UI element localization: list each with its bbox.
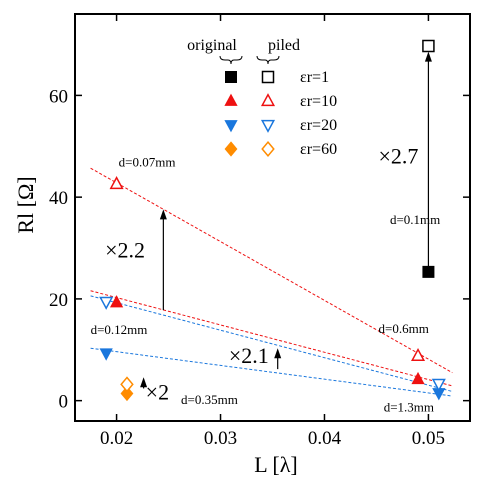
er1-piled-point-1 bbox=[422, 39, 435, 53]
annotation-9: ×2 bbox=[146, 380, 169, 405]
annotation-6: d=0.1mm bbox=[390, 212, 440, 227]
er20-original-point-1 bbox=[99, 348, 113, 361]
y-tick-label-4: 60 bbox=[49, 86, 68, 107]
er20-piled-point-2 bbox=[431, 378, 446, 392]
legend-er20-original-marker bbox=[224, 120, 238, 133]
legend-er60-piled-marker bbox=[261, 140, 275, 158]
legend-brace-piled bbox=[256, 55, 280, 65]
legend-er1-original-marker bbox=[225, 71, 237, 83]
arrow-2 bbox=[274, 348, 282, 370]
er20-piled-point-1 bbox=[99, 296, 114, 310]
legend-er20-label: εr=20 bbox=[300, 117, 337, 134]
legend-er1-label: εr=1 bbox=[300, 69, 329, 86]
fit-line-4 bbox=[90, 347, 453, 397]
legend-er1-piled-marker bbox=[261, 70, 275, 84]
annotation-5: d=1.3mm bbox=[384, 399, 434, 414]
plot-frame bbox=[74, 13, 471, 422]
y-tick-label-3: 40 bbox=[49, 188, 68, 209]
legend-er10-label: εr=10 bbox=[300, 93, 337, 110]
er10-original-point-2 bbox=[411, 371, 425, 385]
x-tick-label-3: 0.04 bbox=[308, 428, 342, 449]
x-tick-label-2: 0.03 bbox=[204, 428, 237, 449]
annotation-8: ×2.1 bbox=[229, 343, 269, 368]
annotation-4: d=0.6mm bbox=[379, 321, 429, 336]
legend-brace-original bbox=[219, 55, 243, 65]
x-tick-label-1: 0.02 bbox=[100, 428, 133, 449]
y-tick-label-2: 20 bbox=[49, 290, 68, 311]
fit-line-2 bbox=[90, 290, 453, 387]
arrow-1 bbox=[159, 209, 167, 311]
annotation-2: d=0.12mm bbox=[91, 322, 148, 337]
legend-header-piled: piled bbox=[268, 37, 300, 54]
annotation-7: ×2.2 bbox=[105, 238, 145, 263]
annotation-1: d=0.07mm bbox=[119, 155, 176, 170]
fit-line-1 bbox=[90, 167, 453, 374]
er10-original-point-1 bbox=[109, 295, 124, 308]
legend-er60-original-marker bbox=[224, 141, 238, 157]
er10-piled-point-1 bbox=[109, 176, 124, 190]
y-tick-label-1: 0 bbox=[59, 392, 69, 413]
er10-piled-point-2 bbox=[410, 347, 426, 362]
legend-er60-label: εr=60 bbox=[300, 141, 337, 158]
fit-line-3 bbox=[90, 295, 453, 392]
legend-er10-original-marker bbox=[224, 93, 238, 106]
er1-original-point-1 bbox=[422, 265, 435, 278]
legend-er10-piled-marker bbox=[260, 93, 276, 107]
x-axis-title: L [λ] bbox=[254, 452, 297, 477]
annotation-3: d=0.35mm bbox=[181, 392, 238, 407]
annotation-10: ×2.7 bbox=[379, 144, 419, 169]
legend-er20-piled-marker bbox=[260, 119, 276, 133]
y-axis-title: Rl [Ω] bbox=[13, 176, 38, 233]
arrow-3 bbox=[424, 51, 432, 272]
er60-original-point-1 bbox=[120, 385, 134, 402]
arrow-4 bbox=[140, 377, 148, 389]
er60-piled-point-1 bbox=[120, 376, 134, 393]
legend-header-original: original bbox=[187, 37, 237, 54]
x-tick-label-4: 0.05 bbox=[412, 428, 445, 449]
